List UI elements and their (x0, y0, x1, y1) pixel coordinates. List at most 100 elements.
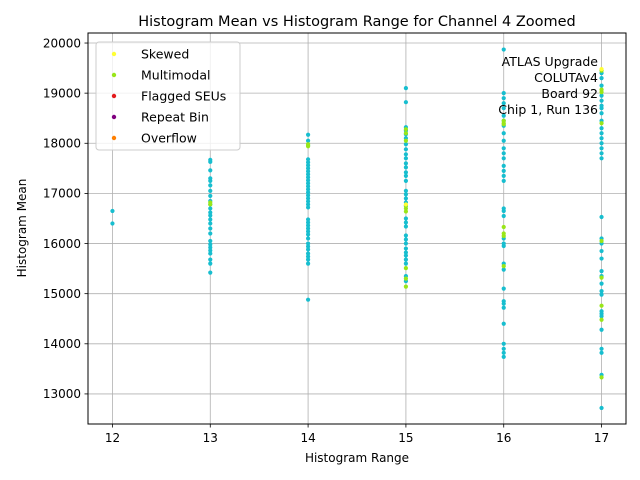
data-point-normal (501, 286, 506, 291)
data-point-normal (501, 151, 506, 156)
data-point-normal (599, 111, 604, 116)
data-point-multimodal (403, 206, 409, 211)
data-point-normal (501, 96, 506, 101)
x-tick-label: 12 (105, 431, 120, 445)
data-point-normal (208, 270, 213, 275)
x-tick-label: 17 (594, 431, 609, 445)
data-point-normal (305, 132, 311, 137)
data-point-normal (501, 208, 506, 214)
data-point-normal (599, 314, 604, 319)
data-point-multimodal (403, 276, 409, 281)
legend-label-flagged-seus: Flagged SEUs (141, 89, 226, 104)
data-point-normal (599, 405, 604, 411)
data-point-normal (110, 221, 115, 226)
data-point-normal (599, 131, 604, 136)
plot-frame (87, 32, 627, 425)
data-point-normal (599, 289, 604, 294)
data-point-normal (501, 138, 506, 143)
data-point-normal (599, 327, 604, 332)
data-point-normal (501, 305, 506, 310)
data-point-normal (599, 106, 604, 111)
x-axis-ticks: 12 13 14 15 16 17 (105, 424, 609, 445)
data-point-normal (305, 261, 311, 266)
data-points (110, 47, 604, 411)
x-tick-label: 13 (203, 431, 218, 445)
data-point-multimodal (208, 202, 213, 207)
data-point-normal (403, 261, 409, 266)
data-point-normal (403, 216, 409, 221)
data-point-multimodal (501, 224, 506, 230)
data-point-normal (501, 163, 506, 168)
data-point-normal (599, 346, 604, 351)
data-point-normal (305, 187, 311, 192)
data-point-normal (403, 196, 409, 201)
data-point-normal (403, 86, 409, 91)
data-point-normal (501, 113, 506, 118)
data-point-normal (208, 206, 213, 211)
data-point-normal (599, 281, 604, 286)
data-point-normal (599, 146, 604, 151)
data-point-normal (403, 188, 409, 194)
data-point-normal (599, 350, 604, 355)
data-point-multimodal (305, 142, 311, 147)
data-point-normal (403, 241, 409, 246)
data-point-normal (305, 169, 311, 174)
data-point-multimodal (403, 127, 409, 132)
data-point-normal (599, 93, 604, 98)
data-point-normal (501, 350, 506, 355)
data-point-normal (501, 131, 506, 136)
data-point-normal (501, 173, 506, 178)
data-point-normal (208, 242, 213, 247)
data-point-normal (501, 213, 506, 219)
data-point-normal (305, 220, 311, 225)
data-point-normal (403, 178, 409, 183)
chart-title: Histogram Mean vs Histogram Range for Ch… (138, 14, 576, 30)
data-point-normal (403, 233, 409, 238)
data-point-normal (403, 152, 409, 157)
legend-box (95, 41, 241, 151)
data-point-multimodal (403, 284, 409, 289)
data-point-normal (208, 213, 213, 218)
data-point-multimodal (501, 118, 506, 123)
data-point-normal (208, 168, 213, 173)
data-point-normal (305, 138, 311, 143)
data-point-normal (501, 354, 506, 359)
legend: Skewed Multimodal Flagged SEUs Repeat Bin Ov… (95, 41, 241, 151)
data-point-multimodal (599, 317, 604, 322)
data-point-normal (403, 100, 409, 105)
x-tick-label: 15 (398, 431, 413, 445)
data-point-normal (305, 190, 311, 195)
data-point-normal (501, 101, 506, 106)
data-point-normal (305, 163, 311, 168)
data-point-normal (501, 146, 506, 151)
y-tick-label: 15000 (43, 287, 81, 301)
data-point-normal (305, 241, 311, 246)
data-point-normal (208, 251, 213, 256)
y-axis-ticks: 13000 14000 15000 16000 17000 18000 19000 20000 (43, 36, 88, 401)
data-point-normal (501, 341, 506, 346)
data-point-normal (501, 47, 506, 52)
data-point-normal (305, 254, 311, 259)
data-point-multimodal (599, 121, 604, 126)
data-point-normal (501, 346, 506, 351)
data-point-normal (305, 223, 311, 228)
data-point-normal (110, 208, 115, 214)
legend-marker-flagged-seus (111, 93, 117, 99)
data-point-normal (305, 244, 311, 249)
data-point-normal (403, 147, 409, 152)
annotation-line: Board 92 (541, 86, 598, 101)
legend-label-overflow: Overflow (141, 131, 197, 146)
data-point-normal (208, 183, 213, 188)
data-point-normal (599, 214, 604, 220)
legend-marker-multimodal (111, 72, 117, 78)
data-point-normal (305, 172, 311, 177)
annotation-line: ATLAS Upgrade (502, 54, 599, 69)
data-point-normal (501, 106, 506, 111)
data-point-normal (208, 261, 213, 266)
data-point-normal (403, 156, 409, 161)
data-point-normal (501, 168, 506, 173)
data-point-normal (403, 165, 409, 170)
data-point-multimodal (599, 90, 604, 95)
